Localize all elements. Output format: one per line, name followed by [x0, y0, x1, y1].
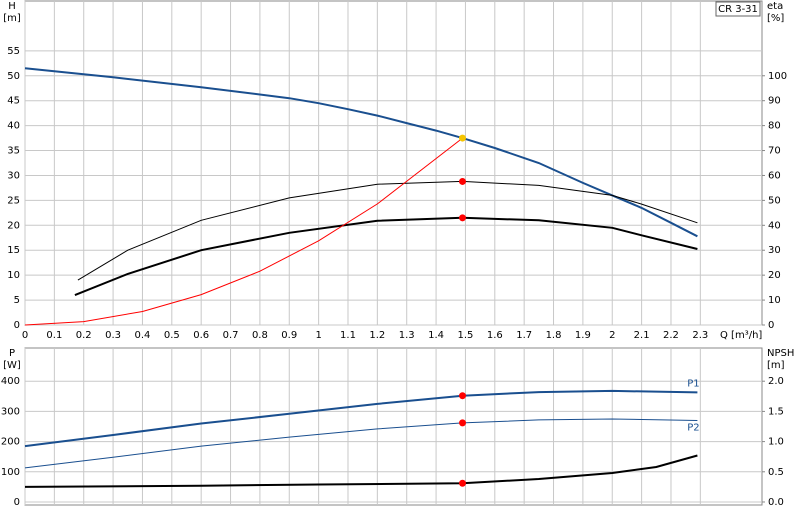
- y2-tick-label: 50: [768, 195, 781, 206]
- y2-tick-label: 90: [768, 96, 781, 107]
- y-axis-label: [m]: [3, 13, 21, 24]
- y-tick-label: 45: [7, 96, 20, 107]
- x-tick-label: 2.2: [663, 330, 679, 341]
- y-tick-label: 5: [14, 295, 20, 306]
- y-tick-label: 25: [7, 195, 20, 206]
- x-tick-label: 2: [609, 330, 615, 341]
- x-tick-label: 0.4: [134, 330, 150, 341]
- series-line: [24, 389, 698, 448]
- y2-tick-label: 40: [768, 220, 781, 231]
- y2-tick-label: 0.0: [768, 497, 784, 508]
- x-tick-label: 1.1: [340, 330, 356, 341]
- duty-point: [459, 479, 467, 487]
- y2-tick-label: 10: [768, 295, 781, 306]
- y-tick-label: 400: [1, 376, 20, 387]
- y2-tick-label: 0.5: [768, 467, 784, 478]
- plot-area: [24, 347, 763, 506]
- duty-point: [459, 134, 467, 142]
- x-tick-label: 1.8: [546, 330, 562, 341]
- x-tick-label: 1.6: [487, 330, 503, 341]
- x-tick-label: 1.9: [575, 330, 591, 341]
- y2-tick-label: 2.0: [768, 376, 784, 387]
- y2-tick-label: 0: [768, 320, 774, 331]
- y-tick-label: 0: [14, 320, 20, 331]
- y2-tick-label: 30: [768, 245, 781, 256]
- x-tick-label: 2.3: [692, 330, 708, 341]
- y-tick-label: 100: [1, 467, 20, 478]
- x-tick-label: 0.3: [105, 330, 121, 341]
- x-tick-label: 1.2: [369, 330, 385, 341]
- series-line: [77, 180, 698, 281]
- x-tick-label: 0: [22, 330, 28, 341]
- y-tick-label: 55: [7, 46, 20, 57]
- x-tick-label: 1.4: [428, 330, 444, 341]
- y2-tick-label: 80: [768, 121, 781, 132]
- duty-point: [459, 419, 467, 427]
- x-tick-label: 0.8: [252, 330, 268, 341]
- y-axis-label: [W]: [3, 360, 21, 371]
- y-tick-label: 30: [7, 170, 20, 181]
- y2-tick-label: 1.0: [768, 437, 784, 448]
- y-tick-label: 300: [1, 406, 20, 417]
- y-tick-label: 0: [14, 497, 20, 508]
- x-tick-label: 0.6: [193, 330, 209, 341]
- y-tick-label: 35: [7, 146, 20, 157]
- y2-axis-label: NPSH: [767, 348, 794, 359]
- x-axis-label: Q [m³/h]: [720, 330, 762, 341]
- x-tick-label: 0.7: [223, 330, 239, 341]
- y2-axis-label: eta: [767, 1, 783, 12]
- series-line: [74, 216, 698, 297]
- x-tick-label: 1.7: [516, 330, 532, 341]
- x-tick-label: 0.1: [46, 330, 62, 341]
- y-tick-label: 200: [1, 437, 20, 448]
- x-tick-label: 1.3: [399, 330, 415, 341]
- series-line: [24, 454, 698, 488]
- y-tick-label: 40: [7, 121, 20, 132]
- y2-axis-label: [%]: [767, 13, 784, 24]
- duty-point: [459, 177, 467, 185]
- label-box: [715, 1, 761, 17]
- x-tick-label: 1: [315, 330, 321, 341]
- chart-label: CR 3-31: [718, 4, 758, 15]
- y-axis-label: P: [9, 348, 15, 359]
- y-tick-label: 15: [7, 245, 20, 256]
- y2-tick-label: 60: [768, 170, 781, 181]
- y2-tick-label: 20: [768, 270, 781, 281]
- series-line: [24, 137, 463, 326]
- duty-point: [459, 214, 467, 222]
- y-axis-label: H: [8, 1, 16, 12]
- y2-tick-label: 100: [768, 71, 787, 82]
- series-label: P2: [687, 422, 699, 433]
- y2-axis-label: [m]: [767, 360, 785, 371]
- y2-tick-label: 70: [768, 146, 781, 157]
- x-tick-label: 0.2: [76, 330, 92, 341]
- x-tick-label: 0.5: [164, 330, 180, 341]
- duty-point: [459, 392, 467, 400]
- y-tick-label: 50: [7, 71, 20, 82]
- series-line: [24, 67, 698, 238]
- series-label: P1: [687, 378, 699, 389]
- x-tick-label: 0.9: [281, 330, 297, 341]
- series-line: [24, 418, 698, 469]
- y2-tick-label: 1.5: [768, 406, 784, 417]
- plot-area: [24, 0, 763, 326]
- x-tick-label: 2.1: [634, 330, 650, 341]
- y-tick-label: 10: [7, 270, 20, 281]
- y-tick-label: 20: [7, 220, 20, 231]
- x-tick-label: 1.5: [457, 330, 473, 341]
